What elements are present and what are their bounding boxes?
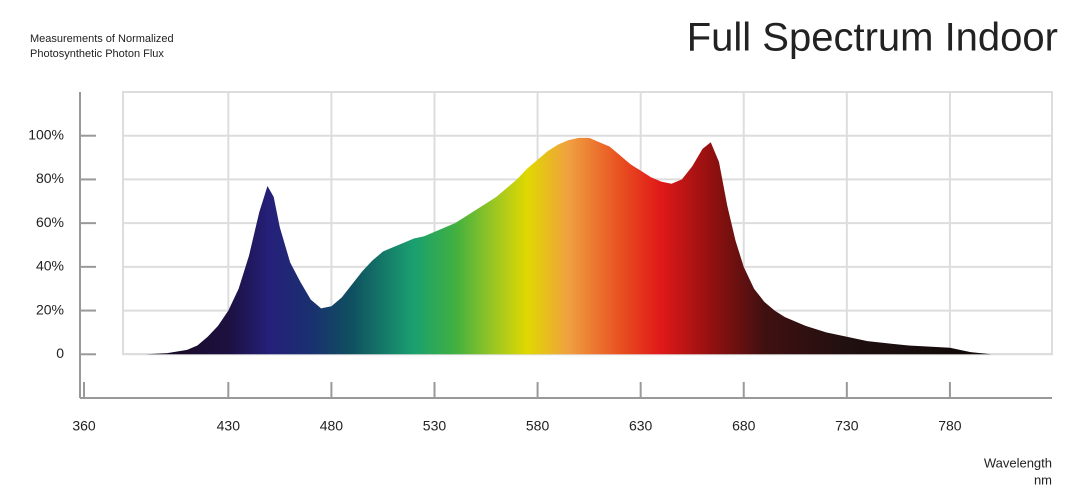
x-tick-label: 630 <box>629 418 653 434</box>
x-tick-label: 360 <box>72 418 96 434</box>
x-tick-label: 530 <box>423 418 447 434</box>
x-tick-label: 480 <box>320 418 344 434</box>
subtitle: Photosynthetic Photon Flux <box>30 48 164 60</box>
y-tick-label: 60% <box>36 214 64 230</box>
x-tick-label: 780 <box>938 418 962 434</box>
y-tick-label: 20% <box>36 301 64 317</box>
x-tick-label: 680 <box>732 418 756 434</box>
y-tick-label: 40% <box>36 258 64 274</box>
x-axis-label: Wavelength <box>984 455 1052 470</box>
y-tick-label: 100% <box>28 126 64 142</box>
x-tick-label: 580 <box>526 418 550 434</box>
y-tick-label: 0 <box>56 345 64 361</box>
y-tick-label: 80% <box>36 170 64 186</box>
x-tick-label: 730 <box>835 418 859 434</box>
chart-title: Full Spectrum Indoor <box>687 16 1058 60</box>
x-tick-label: 430 <box>217 418 241 434</box>
spectrum-area <box>145 137 1012 355</box>
subtitle: Measurements of Normalized <box>30 33 174 45</box>
x-axis-label: nm <box>1034 472 1052 487</box>
